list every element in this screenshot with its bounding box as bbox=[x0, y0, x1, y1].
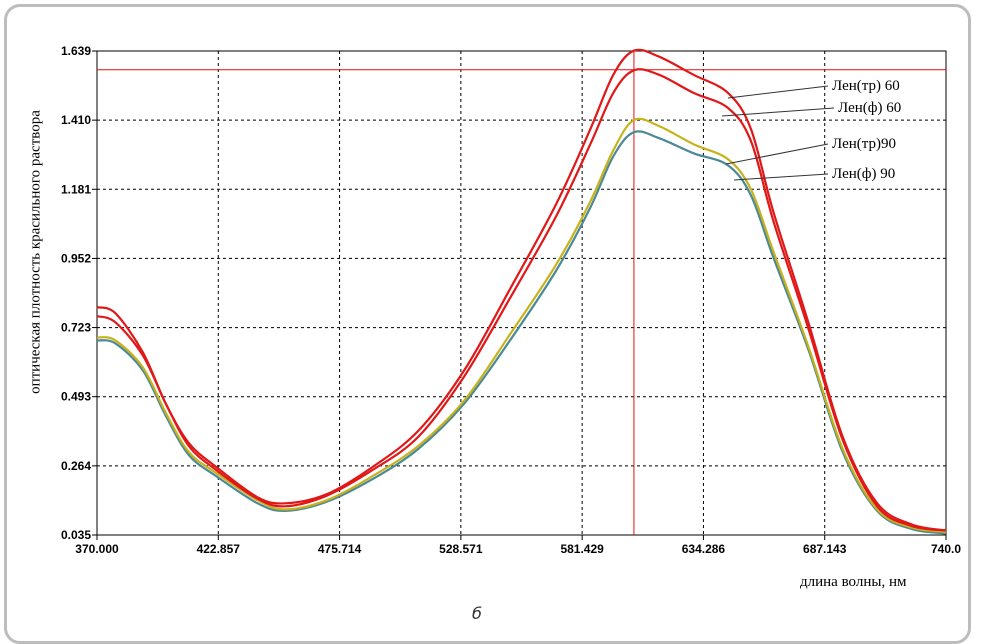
chart-svg: 0.035 0.264 0.493 0.723 0.952 1.181 1.410 1.639… bbox=[61, 44, 961, 556]
figure-caption: б bbox=[472, 604, 482, 623]
grid bbox=[97, 51, 946, 535]
x-tick-label: 581.429 bbox=[560, 542, 604, 556]
legend-leader-line bbox=[721, 107, 835, 117]
series-line-2 bbox=[96, 68, 947, 532]
legend-label: Лен(ф) 60 bbox=[838, 100, 901, 116]
x-ticks: 370.000 422.857 475.714 528.571 581.429 634.2… bbox=[75, 535, 961, 556]
y-tick-label: 1.181 bbox=[61, 182, 91, 196]
series-lines bbox=[96, 48, 947, 535]
y-tick-label: 0.264 bbox=[61, 459, 91, 473]
x-tick-label: 687.143 bbox=[803, 542, 847, 556]
legend-leader-line bbox=[733, 173, 829, 181]
y-tick-label: 1.410 bbox=[61, 113, 91, 127]
plot-area bbox=[96, 50, 947, 536]
y-tick-label: 0.723 bbox=[61, 321, 91, 335]
x-tick-label: 422.857 bbox=[197, 542, 241, 556]
x-tick-label: 634.286 bbox=[682, 542, 726, 556]
series-line-1 bbox=[96, 48, 947, 532]
legend-leader-line bbox=[725, 143, 829, 165]
y-tick-label: 1.639 bbox=[61, 44, 91, 58]
legend-label: Лен(тр)90 bbox=[832, 136, 896, 152]
x-axis-label: длина волны, нм bbox=[800, 574, 907, 590]
legend-leader-line bbox=[727, 85, 829, 99]
x-tick-label: 475.714 bbox=[318, 542, 362, 556]
x-tick-label: 370.000 bbox=[75, 542, 119, 556]
y-tick-label: 0.952 bbox=[61, 251, 91, 265]
legend: Лен(тр) 60 Лен(ф) 60 Лен(тр)90 Лен(ф) 90 bbox=[721, 78, 901, 182]
x-tick-label: 528.571 bbox=[439, 542, 483, 556]
legend-label: Лен(ф) 90 bbox=[832, 166, 895, 182]
series-line-3 bbox=[96, 117, 947, 534]
y-axis-label: оптическая плотность красильного раствор… bbox=[27, 110, 44, 394]
x-tick-label: 740.0 bbox=[931, 542, 961, 556]
y-ticks: 0.035 0.264 0.493 0.723 0.952 1.181 1.410 1.639 bbox=[61, 44, 97, 542]
y-tick-label: 0.493 bbox=[61, 390, 91, 404]
y-tick-label: 0.035 bbox=[61, 528, 91, 542]
legend-label: Лен(тр) 60 bbox=[832, 78, 900, 94]
